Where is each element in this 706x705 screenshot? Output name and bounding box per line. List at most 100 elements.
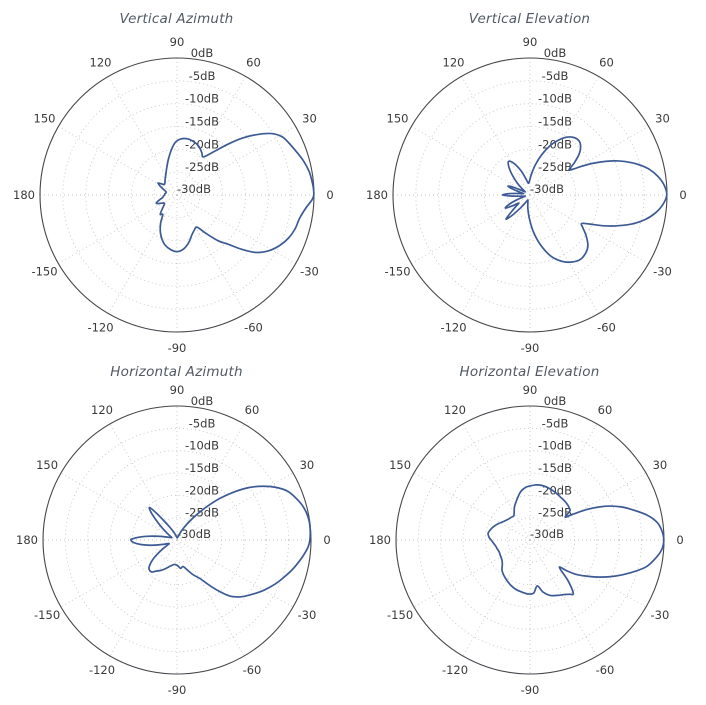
- angle-tick-label: 150: [34, 112, 56, 126]
- polar-grid-ring: [440, 450, 620, 630]
- angle-tick-label: 0: [326, 188, 333, 202]
- radiation-pattern-curve: [501, 136, 668, 264]
- horizontal-elevation-polar-chart: 0 30 60 90 120 150 180 -150 -120 -90 -60 -30 0dB -5dB…: [369, 383, 684, 697]
- angle-tick-label: -90: [521, 683, 540, 697]
- polar-grid-spoke: [60, 472, 178, 541]
- angle-tick-label: -150: [34, 608, 60, 622]
- polar-grid-ring: [484, 494, 576, 586]
- angle-tick-label: -60: [596, 663, 615, 677]
- angle-tick-label: 150: [36, 458, 58, 472]
- angle-tick-label: 30: [302, 112, 317, 126]
- plot-vertical-azimuth: Vertical Azimuth 0 30 60 90 120 150 180 -150 -12…: [0, 0, 353, 352]
- angle-tick-label: -30: [298, 608, 317, 622]
- db-tick-label: -15dB: [185, 461, 219, 475]
- polar-grid-spoke: [529, 76, 599, 196]
- polar-grid-spoke: [58, 194, 178, 264]
- angle-tick-label: 0: [323, 533, 330, 547]
- angle-tick-label: 0: [676, 533, 683, 547]
- polar-grid-spoke: [413, 539, 531, 608]
- polar-grid-spoke: [529, 539, 598, 657]
- angle-tick-label: -60: [243, 663, 262, 677]
- angle-tick-label: -30: [653, 265, 672, 279]
- db-tick-label: -25dB: [538, 160, 572, 174]
- angle-tick-label: 90: [170, 383, 185, 397]
- horizontal-azimuth-polar-chart: 0 30 60 90 120 150 180 -150 -120 -90 -60 -30 0dB -5dB…: [16, 383, 331, 697]
- polar-grid-spoke: [411, 194, 531, 264]
- polar-grid-spoke: [176, 126, 296, 196]
- polar-grid-ring: [130, 148, 224, 242]
- polar-outer-circle: [42, 405, 312, 675]
- angle-tick-label: -120: [89, 663, 115, 677]
- angle-tick-label: -150: [384, 265, 410, 279]
- db-tick-label: -15dB: [538, 461, 572, 475]
- polar-grid-spoke: [529, 194, 649, 264]
- polar-grid-ring: [438, 103, 622, 287]
- angle-tick-label: -30: [300, 265, 319, 279]
- angle-tick-label: 60: [246, 56, 261, 70]
- polar-grid-spoke: [411, 126, 531, 196]
- polar-grid-spoke: [176, 76, 246, 196]
- db-tick-label: -5dB: [189, 416, 216, 430]
- polar-grid-spoke: [108, 194, 178, 314]
- polar-grid-spoke: [176, 539, 245, 657]
- polar-grid-ring: [483, 148, 577, 242]
- angle-tick-label: -120: [440, 321, 466, 335]
- angle-tick-label: 180: [366, 188, 388, 202]
- db-tick-label: -20dB: [538, 137, 572, 151]
- polar-grid-spoke: [413, 472, 531, 541]
- polar-grid-ring: [108, 126, 246, 264]
- polar-grid-ring: [461, 126, 599, 264]
- polar-grid-ring: [87, 450, 267, 630]
- polar-grid-spoke: [176, 194, 296, 264]
- angle-tick-label: -90: [168, 683, 187, 697]
- polar-grid-ring: [109, 472, 245, 608]
- angle-tick-label: 30: [655, 112, 670, 126]
- angle-tick-label: 90: [170, 35, 185, 49]
- db-tick-label: -15dB: [185, 115, 219, 129]
- plot-vertical-elevation: Vertical Elevation 0 30 60 90 120 150 180 -150 -…: [353, 0, 706, 352]
- angle-tick-label: -150: [31, 265, 57, 279]
- db-tick-label: -5dB: [189, 69, 216, 83]
- angle-tick-label: -120: [87, 321, 113, 335]
- radiation-pattern-curve: [487, 484, 665, 597]
- db-tick-label: -10dB: [185, 439, 219, 453]
- polar-grid-ring: [154, 517, 200, 563]
- angle-tick-label: 180: [13, 188, 35, 202]
- polar-grid-ring: [417, 427, 643, 653]
- polar-grid-spoke: [60, 539, 178, 608]
- db-tick-label: -30dB: [530, 527, 564, 541]
- db-tick-label: 0dB: [544, 46, 567, 60]
- vertical-azimuth-polar-chart: 0 30 60 90 120 150 180 -150 -120 -90 -60 -30 0dB -5dB…: [13, 35, 334, 352]
- db-tick-label: 0dB: [191, 394, 214, 408]
- polar-grid-ring: [507, 517, 553, 563]
- db-tick-label: -25dB: [185, 506, 219, 520]
- angle-tick-label: -60: [597, 321, 616, 335]
- angle-tick-label: -30: [651, 608, 670, 622]
- db-tick-label: -15dB: [538, 115, 572, 129]
- db-tick-label: -30dB: [530, 182, 564, 196]
- angle-tick-label: 120: [443, 56, 465, 70]
- angle-tick-label: 120: [444, 403, 466, 417]
- polar-grid-ring: [153, 171, 201, 219]
- polar-grid-spoke: [176, 194, 246, 314]
- polar-grid-spoke: [58, 126, 178, 196]
- db-tick-label: -5dB: [542, 416, 569, 430]
- db-tick-label: -20dB: [185, 483, 219, 497]
- db-tick-label: -5dB: [542, 69, 569, 83]
- angle-tick-label: 150: [389, 458, 411, 472]
- db-tick-label: 0dB: [544, 394, 567, 408]
- polar-grid-ring: [415, 80, 645, 310]
- db-tick-label: -10dB: [185, 92, 219, 106]
- db-tick-label: -10dB: [538, 92, 572, 106]
- radiation-pattern-curve: [155, 132, 315, 254]
- angle-tick-label: -90: [168, 341, 187, 352]
- plot-horizontal-elevation: Horizontal Elevation 0 30 60 90 120 150 180 -15…: [353, 353, 706, 705]
- angle-tick-label: 90: [523, 35, 538, 49]
- db-tick-label: -25dB: [538, 506, 572, 520]
- db-tick-label: -10dB: [538, 439, 572, 453]
- angle-tick-label: -90: [521, 341, 540, 352]
- db-tick-label: -25dB: [185, 160, 219, 174]
- polar-grid-spoke: [529, 126, 649, 196]
- polar-grid-ring: [64, 427, 290, 653]
